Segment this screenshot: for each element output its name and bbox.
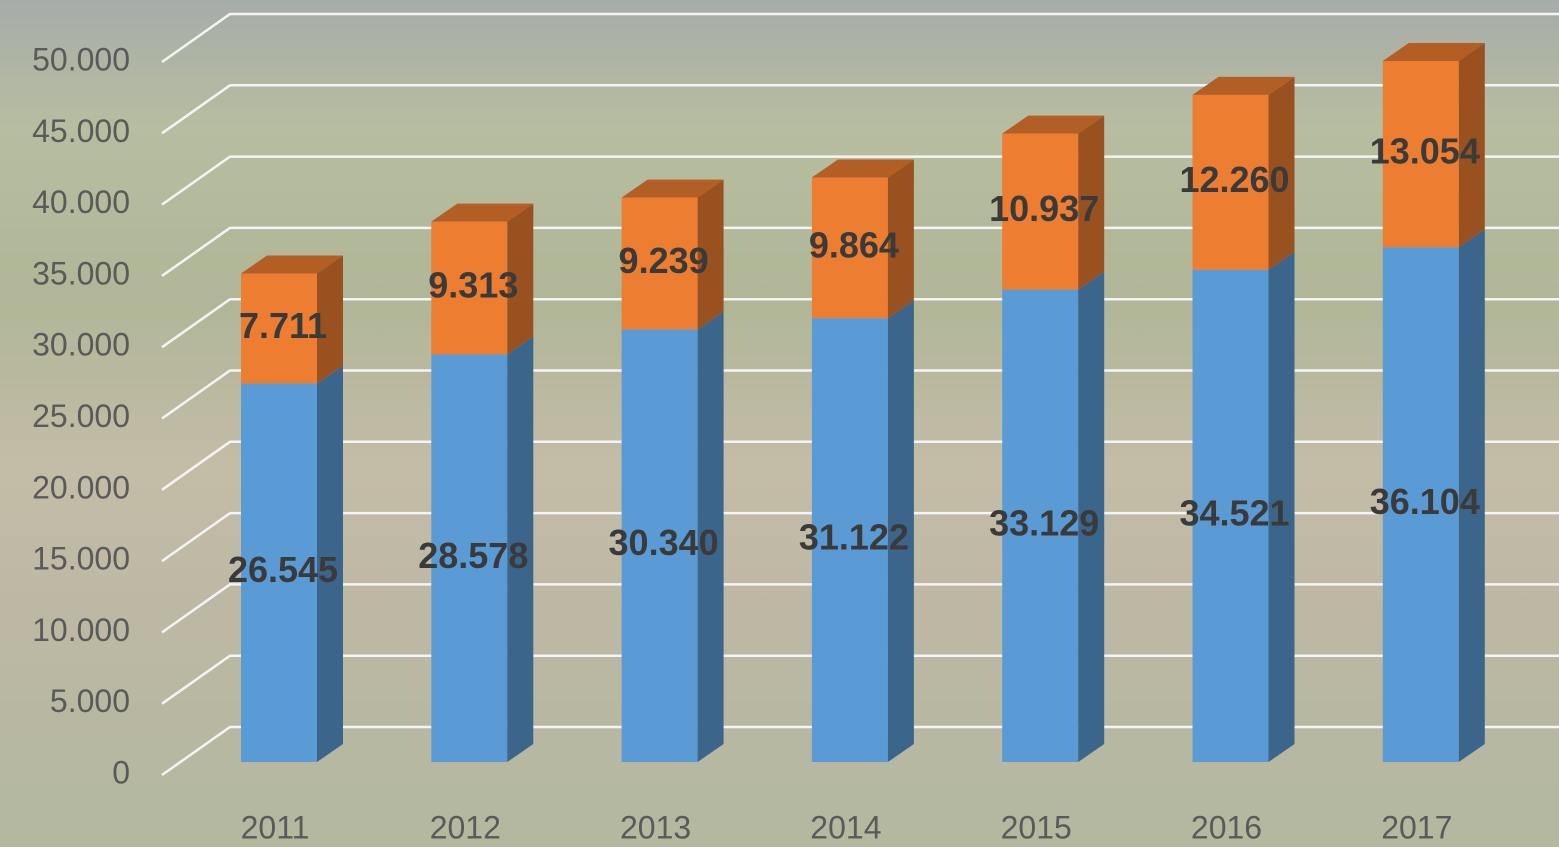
x-tick-label: 2014	[810, 809, 881, 845]
value-label: 9.313	[428, 265, 518, 306]
value-label: 26.545	[228, 549, 338, 590]
y-tick-label: 45.000	[32, 113, 130, 149]
background-wash	[0, 0, 1559, 847]
value-label: 31.122	[799, 517, 909, 558]
value-label: 28.578	[418, 535, 528, 576]
y-tick-label: 15.000	[32, 541, 130, 577]
value-label: 7.711	[239, 305, 327, 346]
value-label: 33.129	[989, 502, 1099, 543]
page: {"chart_data": {"type": "bar3d_stacked",…	[0, 0, 1559, 847]
x-tick-label: 2011	[241, 809, 310, 845]
y-tick-label: 40.000	[32, 184, 130, 220]
y-tick-label: 30.000	[32, 327, 130, 363]
chart: 0 5.000 10.000 15.000 20.000 25.000 30.000 35.0…	[0, 0, 1559, 847]
x-tick-label: 2015	[1001, 809, 1072, 845]
y-tick-label: 5.000	[50, 683, 130, 719]
x-tick-label: 2012	[430, 809, 501, 845]
y-tick-label: 25.000	[32, 398, 130, 434]
value-label: 30.340	[609, 522, 719, 563]
value-label: 12.260	[1179, 159, 1289, 200]
y-tick-label: 0	[112, 754, 130, 790]
y-tick-label: 10.000	[32, 612, 130, 648]
value-label: 10.937	[989, 188, 1099, 229]
value-label: 36.104	[1370, 481, 1480, 522]
value-label: 9.239	[619, 240, 709, 281]
value-label: 13.054	[1370, 131, 1480, 172]
value-label: 9.864	[809, 224, 899, 265]
y-tick-label: 20.000	[32, 469, 130, 505]
x-tick-label: 2017	[1381, 809, 1452, 845]
y-tick-label: 50.000	[32, 41, 130, 77]
x-tick-label: 2013	[620, 809, 691, 845]
y-tick-label: 35.000	[32, 255, 130, 291]
value-label: 34.521	[1179, 492, 1289, 533]
x-tick-label: 2016	[1191, 809, 1262, 845]
